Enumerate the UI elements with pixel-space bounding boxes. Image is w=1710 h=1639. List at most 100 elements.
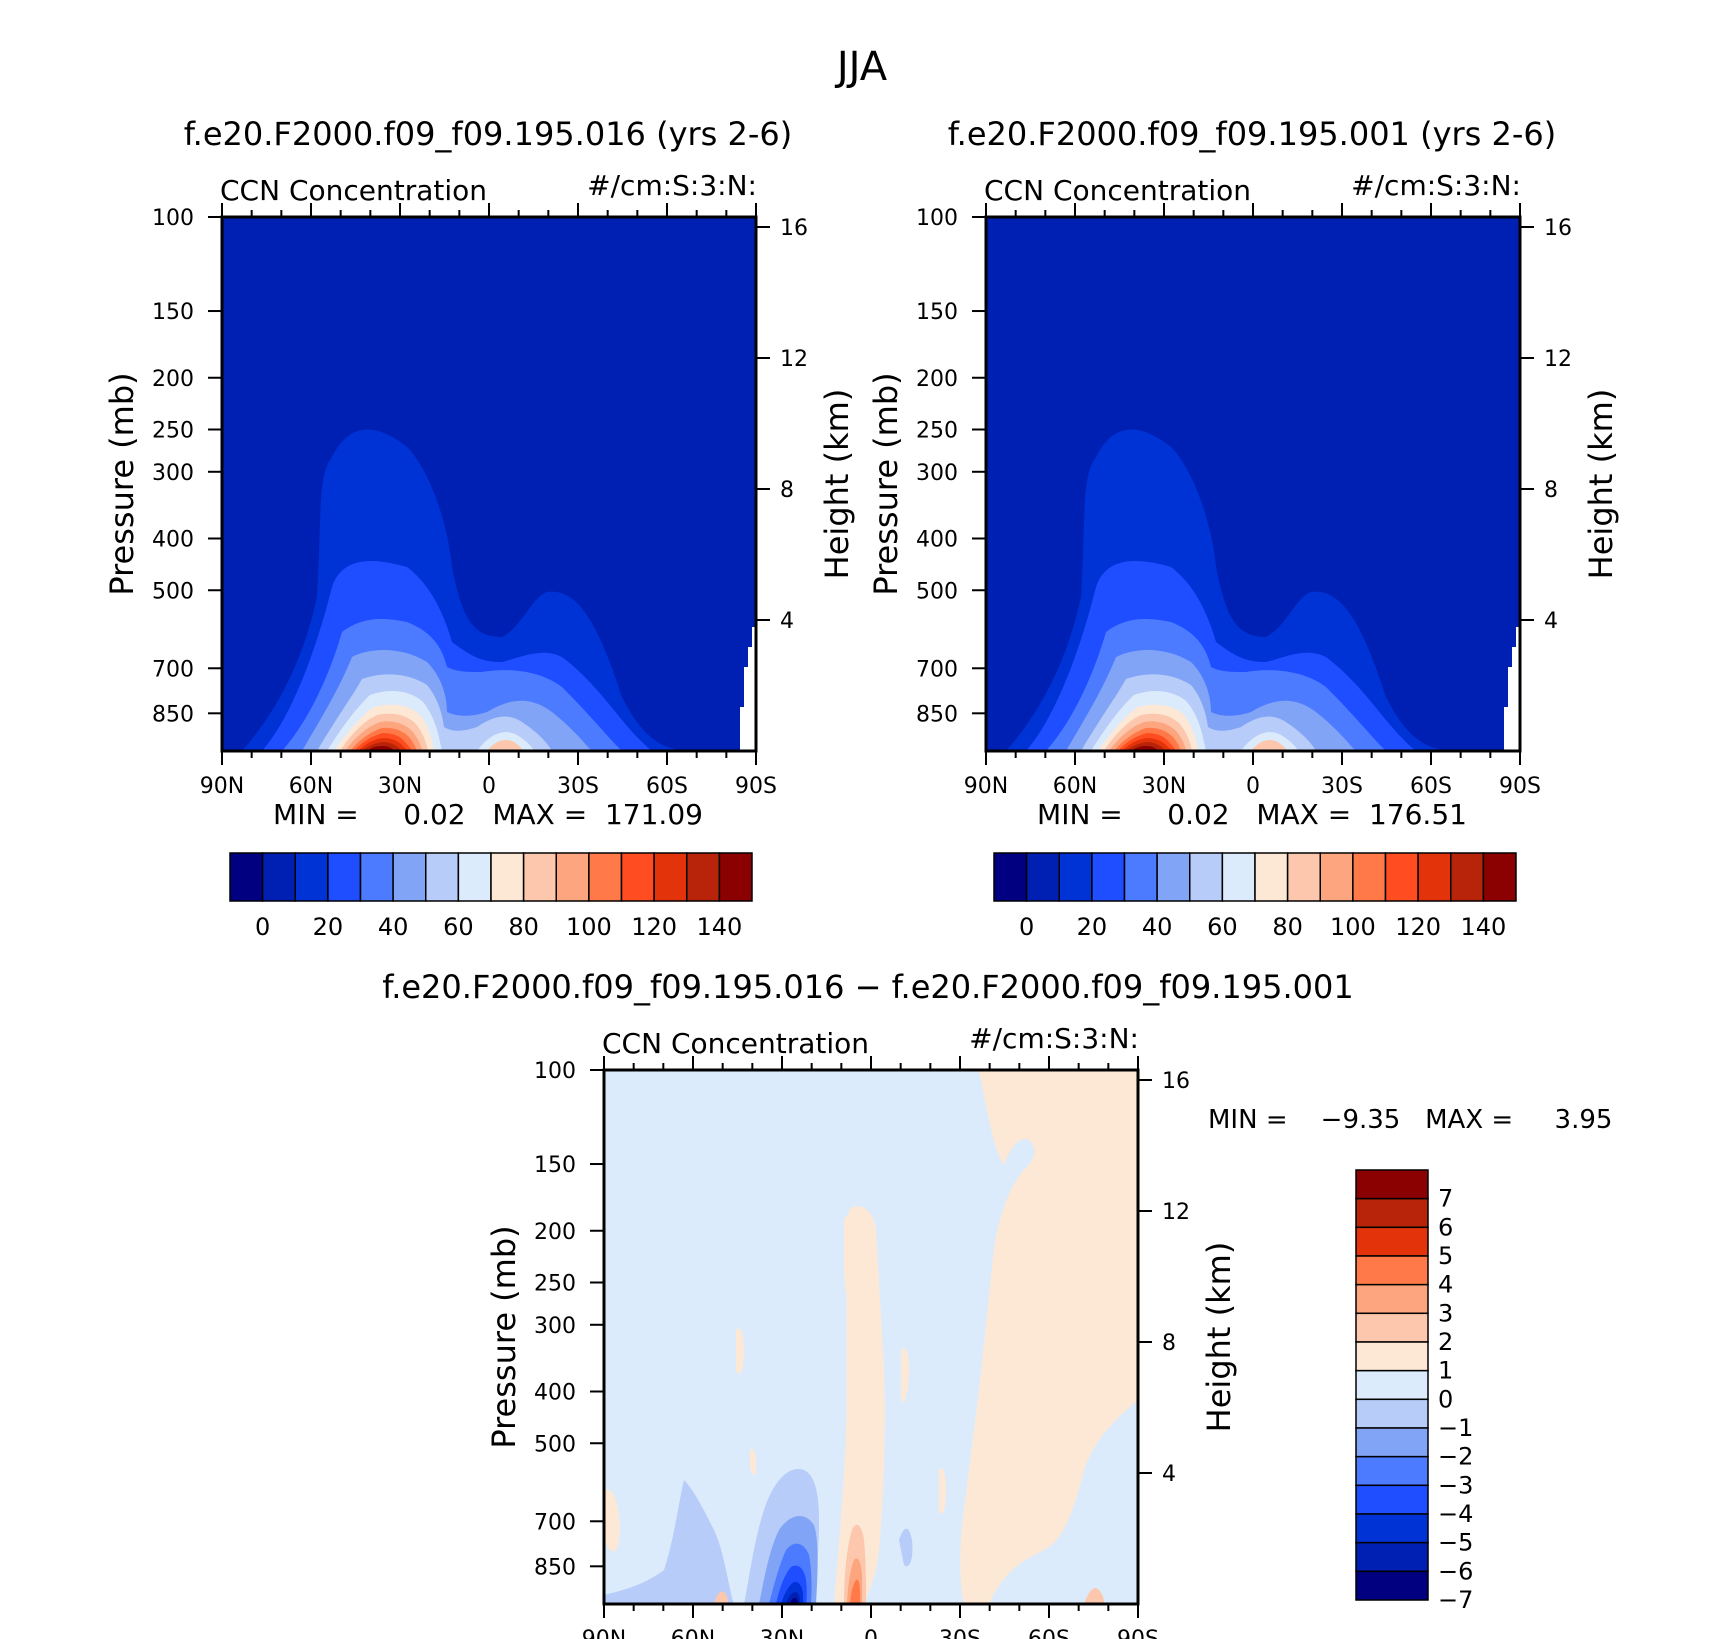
colorbar-swatch bbox=[392, 852, 427, 902]
colorbar-label: 0 bbox=[1019, 913, 1034, 941]
x-tick-label: 60S bbox=[1028, 1627, 1070, 1639]
x-tick-label: 30S bbox=[939, 1627, 981, 1639]
panel-top-right: f.e20.F2000.f09_f09.195.001 (yrs 2-6) CC… bbox=[867, 115, 1620, 941]
y-tick-label: 300 bbox=[534, 1314, 576, 1339]
colorbar-swatch bbox=[1286, 852, 1321, 902]
height-axis: 16 12 8 4 bbox=[1520, 216, 1572, 634]
y-tick-label: 100 bbox=[534, 1059, 576, 1084]
y-tick-label: 850 bbox=[916, 702, 958, 727]
colorbar-swatch bbox=[1156, 852, 1191, 902]
y-tick-label: 100 bbox=[152, 206, 194, 231]
y-tick-label: 400 bbox=[916, 528, 958, 553]
colorbar-label: 4 bbox=[1438, 1271, 1453, 1299]
field-label: CCN Concentration bbox=[602, 1027, 869, 1060]
y-tick-label: 500 bbox=[916, 579, 958, 604]
colorbar-swatch bbox=[1355, 1169, 1429, 1200]
colorbar-label: 3 bbox=[1438, 1299, 1453, 1327]
x-tick-label: 0 bbox=[864, 1627, 878, 1639]
plot-area bbox=[984, 215, 1522, 753]
latitude-axis: 90N 60N 30N 0 30S 60S 90S bbox=[964, 203, 1541, 799]
colorbar-label: 2 bbox=[1438, 1328, 1453, 1356]
colorbar-label: 120 bbox=[631, 913, 677, 941]
colorbar-label: 80 bbox=[508, 913, 539, 941]
x-tick-label: 30S bbox=[557, 774, 599, 799]
latitude-axis: 90N 60N 30N 0 30S 60S 90S bbox=[200, 203, 777, 799]
height-axis: 16 12 8 4 bbox=[756, 216, 808, 634]
y-tick-label: 250 bbox=[152, 418, 194, 443]
height-axis: 16 12 8 4 bbox=[1138, 1069, 1190, 1487]
colorbar-swatch bbox=[1352, 852, 1387, 902]
x-tick-label: 90N bbox=[200, 774, 244, 799]
colorbar-swatch bbox=[1355, 1226, 1429, 1257]
colorbar: 0 20 40 60 80 100 120 140 bbox=[229, 852, 753, 941]
colorbar-label: 60 bbox=[1207, 913, 1238, 941]
colorbar-label: 20 bbox=[313, 913, 344, 941]
y-tick-label: 850 bbox=[152, 702, 194, 727]
colorbar-swatch bbox=[1355, 1283, 1429, 1315]
y2-tick-label: 16 bbox=[780, 216, 808, 241]
colorbar-swatch bbox=[588, 852, 623, 902]
colorbar-swatch bbox=[1123, 852, 1158, 902]
plot-area bbox=[220, 215, 758, 753]
colorbar-swatch bbox=[1355, 1541, 1429, 1573]
y2-tick-label: 8 bbox=[780, 478, 794, 503]
y2-tick-label: 12 bbox=[1162, 1200, 1190, 1225]
x-tick-label: 30N bbox=[1142, 774, 1186, 799]
colorbar-swatch bbox=[294, 852, 329, 902]
units-label: #/cm:S:3:N: bbox=[587, 169, 757, 202]
colorbar-swatch bbox=[1355, 1513, 1429, 1544]
x-tick-label: 90S bbox=[735, 774, 777, 799]
colorbar-swatch bbox=[1355, 1312, 1429, 1343]
colorbar-swatch bbox=[620, 852, 655, 902]
x-tick-label: 60N bbox=[1053, 774, 1097, 799]
latitude-axis: 90N 60N 30N 0 30S 60S 90S bbox=[582, 1056, 1159, 1639]
y-tick-label: 150 bbox=[534, 1153, 576, 1178]
x-tick-label: 90N bbox=[582, 1627, 626, 1639]
colorbar-label: −5 bbox=[1438, 1529, 1473, 1557]
y2-tick-label: 4 bbox=[1162, 1462, 1176, 1487]
x-tick-label: 30N bbox=[378, 774, 422, 799]
colorbar-label: 0 bbox=[255, 913, 270, 941]
y-tick-label: 200 bbox=[152, 367, 194, 392]
y-tick-label: 150 bbox=[916, 300, 958, 325]
x-tick-label: 0 bbox=[1246, 774, 1260, 799]
x-tick-label: 90N bbox=[964, 774, 1008, 799]
colorbar-label: 7 bbox=[1438, 1185, 1453, 1213]
colorbar-swatch bbox=[1417, 852, 1452, 902]
colorbar-label: 140 bbox=[696, 913, 742, 941]
y-tick-label: 250 bbox=[916, 418, 958, 443]
colorbar-swatch bbox=[653, 852, 688, 902]
colorbar-label: 0 bbox=[1438, 1385, 1453, 1413]
colorbar-swatch bbox=[1355, 1197, 1429, 1229]
colorbar-swatch bbox=[555, 852, 590, 902]
colorbar-swatch bbox=[1025, 852, 1060, 902]
colorbar-swatch bbox=[261, 852, 296, 902]
colorbar-swatch bbox=[1189, 852, 1224, 902]
colorbar-swatch bbox=[1355, 1341, 1429, 1372]
colorbar-label: 1 bbox=[1438, 1357, 1453, 1385]
x-tick-label: 60N bbox=[671, 1627, 715, 1639]
colorbar: 0 20 40 60 80 100 120 140 bbox=[993, 852, 1517, 941]
colorbar-swatch bbox=[993, 852, 1028, 902]
colorbar-swatch bbox=[686, 852, 721, 902]
min-max-text: MIN = 0.02 MAX = 171.09 bbox=[273, 798, 703, 831]
colorbar-swatch bbox=[1384, 852, 1419, 902]
y-tick-label: 400 bbox=[152, 528, 194, 553]
pressure-axis: 100 150 200 250 300 400 500 700 850 bbox=[534, 1059, 604, 1580]
colorbar-label: −3 bbox=[1438, 1471, 1473, 1499]
x-tick-label: 60N bbox=[289, 774, 333, 799]
y-tick-label: 300 bbox=[152, 461, 194, 486]
y-tick-label: 700 bbox=[534, 1510, 576, 1535]
colorbar-label: 60 bbox=[443, 913, 474, 941]
pressure-axis: 100 150 200 250 300 400 500 700 850 bbox=[916, 206, 986, 727]
x-tick-label: 60S bbox=[646, 774, 688, 799]
x-tick-label: 90S bbox=[1117, 1627, 1159, 1639]
y-tick-label: 250 bbox=[534, 1272, 576, 1297]
field-label: CCN Concentration bbox=[220, 174, 487, 207]
colorbar-swatch bbox=[359, 852, 394, 902]
panel-top-left: f.e20.F2000.f09_f09.195.016 (yrs 2-6) CC… bbox=[103, 115, 856, 941]
colorbar-label: 120 bbox=[1395, 913, 1441, 941]
colorbar-swatch bbox=[327, 852, 362, 902]
colorbar-swatch bbox=[1355, 1484, 1429, 1515]
colorbar-label: 20 bbox=[1077, 913, 1108, 941]
